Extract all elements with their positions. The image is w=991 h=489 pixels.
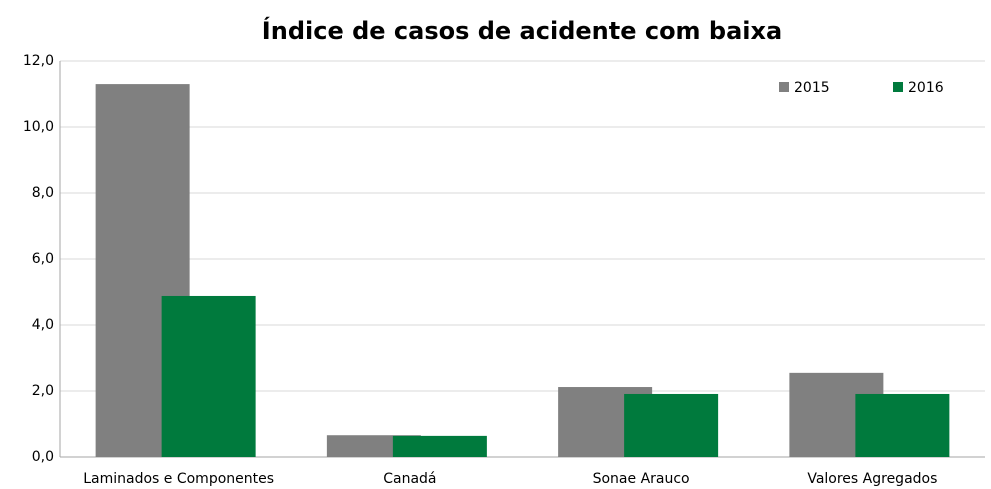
legend-swatch	[779, 82, 789, 92]
y-tick-label: 10,0	[23, 119, 54, 135]
y-tick-label: 6,0	[32, 251, 54, 267]
legend-label: 2015	[794, 80, 830, 96]
bar	[624, 393, 719, 457]
bar	[161, 295, 256, 457]
legend-swatch	[893, 82, 903, 92]
y-tick-label: 4,0	[32, 317, 54, 333]
x-tick-label: Canadá	[383, 471, 436, 487]
y-tick-label: 12,0	[23, 53, 54, 69]
bar	[855, 393, 950, 457]
legend-label: 2016	[908, 80, 944, 96]
y-tick-label: 0,0	[32, 449, 54, 465]
y-tick-label: 2,0	[32, 383, 54, 399]
x-tick-label: Sonae Arauco	[593, 471, 690, 487]
bar	[392, 435, 487, 457]
x-tick-label: Valores Agregados	[807, 471, 937, 487]
chart-title: Índice de casos de acidente com baixa	[262, 16, 782, 45]
x-tick-label: Laminados e Componentes	[83, 471, 274, 487]
y-tick-label: 8,0	[32, 185, 54, 201]
